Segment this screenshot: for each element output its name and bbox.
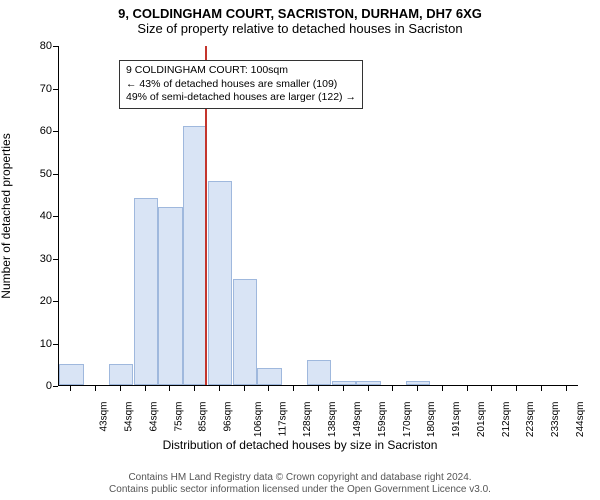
- x-tick-label: 64sqm: [148, 402, 159, 432]
- x-tick-label: 159sqm: [377, 402, 388, 438]
- y-tick-label: 70: [0, 83, 52, 95]
- y-tick-label: 20: [0, 295, 52, 307]
- page-subtitle: Size of property relative to detached ho…: [0, 21, 600, 36]
- histogram-bar: [356, 381, 380, 385]
- x-tick-label: 43sqm: [99, 402, 110, 432]
- x-axis-label: Distribution of detached houses by size …: [0, 438, 600, 452]
- legend-box: 9 COLDINGHAM COURT: 100sqm ← 43% of deta…: [119, 60, 363, 109]
- x-tick-label: 75sqm: [173, 402, 184, 432]
- legend-line-1: 9 COLDINGHAM COURT: 100sqm: [126, 64, 356, 78]
- histogram-bar: [257, 368, 281, 385]
- histogram-bar: [59, 364, 83, 385]
- y-tick-label: 10: [0, 338, 52, 350]
- x-tick-label: 212sqm: [501, 402, 512, 438]
- footer: Contains HM Land Registry data © Crown c…: [0, 472, 600, 496]
- histogram-bar: [208, 181, 232, 385]
- y-tick-label: 0: [0, 380, 52, 392]
- x-tick-label: 233sqm: [550, 402, 561, 438]
- histogram-chart: Number of detached properties 9 COLDINGH…: [0, 36, 600, 446]
- y-tick-label: 40: [0, 210, 52, 222]
- y-tick-label: 50: [0, 168, 52, 180]
- histogram-bar: [406, 381, 430, 385]
- footer-line-2: Contains public sector information licen…: [0, 484, 600, 496]
- histogram-bar: [332, 381, 356, 385]
- x-tick-label: 180sqm: [426, 402, 437, 438]
- x-tick-label: 96sqm: [223, 402, 234, 432]
- x-tick-label: 170sqm: [402, 402, 413, 438]
- histogram-bar: [233, 279, 257, 385]
- page-title: 9, COLDINGHAM COURT, SACRISTON, DURHAM, …: [0, 6, 600, 21]
- x-tick-label: 128sqm: [303, 402, 314, 438]
- legend-line-3: 49% of semi-detached houses are larger (…: [126, 91, 356, 105]
- x-tick-label: 223sqm: [525, 402, 536, 438]
- histogram-bar: [109, 364, 133, 385]
- y-tick-label: 30: [0, 253, 52, 265]
- histogram-bar: [183, 126, 207, 385]
- histogram-bar: [158, 207, 182, 386]
- legend-line-2: ← 43% of detached houses are smaller (10…: [126, 78, 356, 92]
- x-tick-label: 191sqm: [451, 402, 462, 438]
- x-tick-label: 85sqm: [198, 402, 209, 432]
- histogram-bar: [307, 360, 331, 386]
- x-tick-label: 149sqm: [352, 402, 363, 438]
- plot-area: 9 COLDINGHAM COURT: 100sqm ← 43% of deta…: [58, 46, 578, 386]
- x-tick-label: 244sqm: [575, 402, 586, 438]
- x-tick-label: 54sqm: [124, 402, 135, 432]
- histogram-bar: [134, 198, 158, 385]
- footer-line-1: Contains HM Land Registry data © Crown c…: [0, 472, 600, 484]
- y-tick-label: 60: [0, 125, 52, 137]
- y-tick-label: 80: [0, 40, 52, 52]
- x-tick-label: 117sqm: [277, 402, 288, 437]
- x-tick-label: 106sqm: [253, 402, 264, 438]
- x-tick-label: 201sqm: [476, 402, 487, 438]
- x-tick-label: 138sqm: [327, 402, 338, 438]
